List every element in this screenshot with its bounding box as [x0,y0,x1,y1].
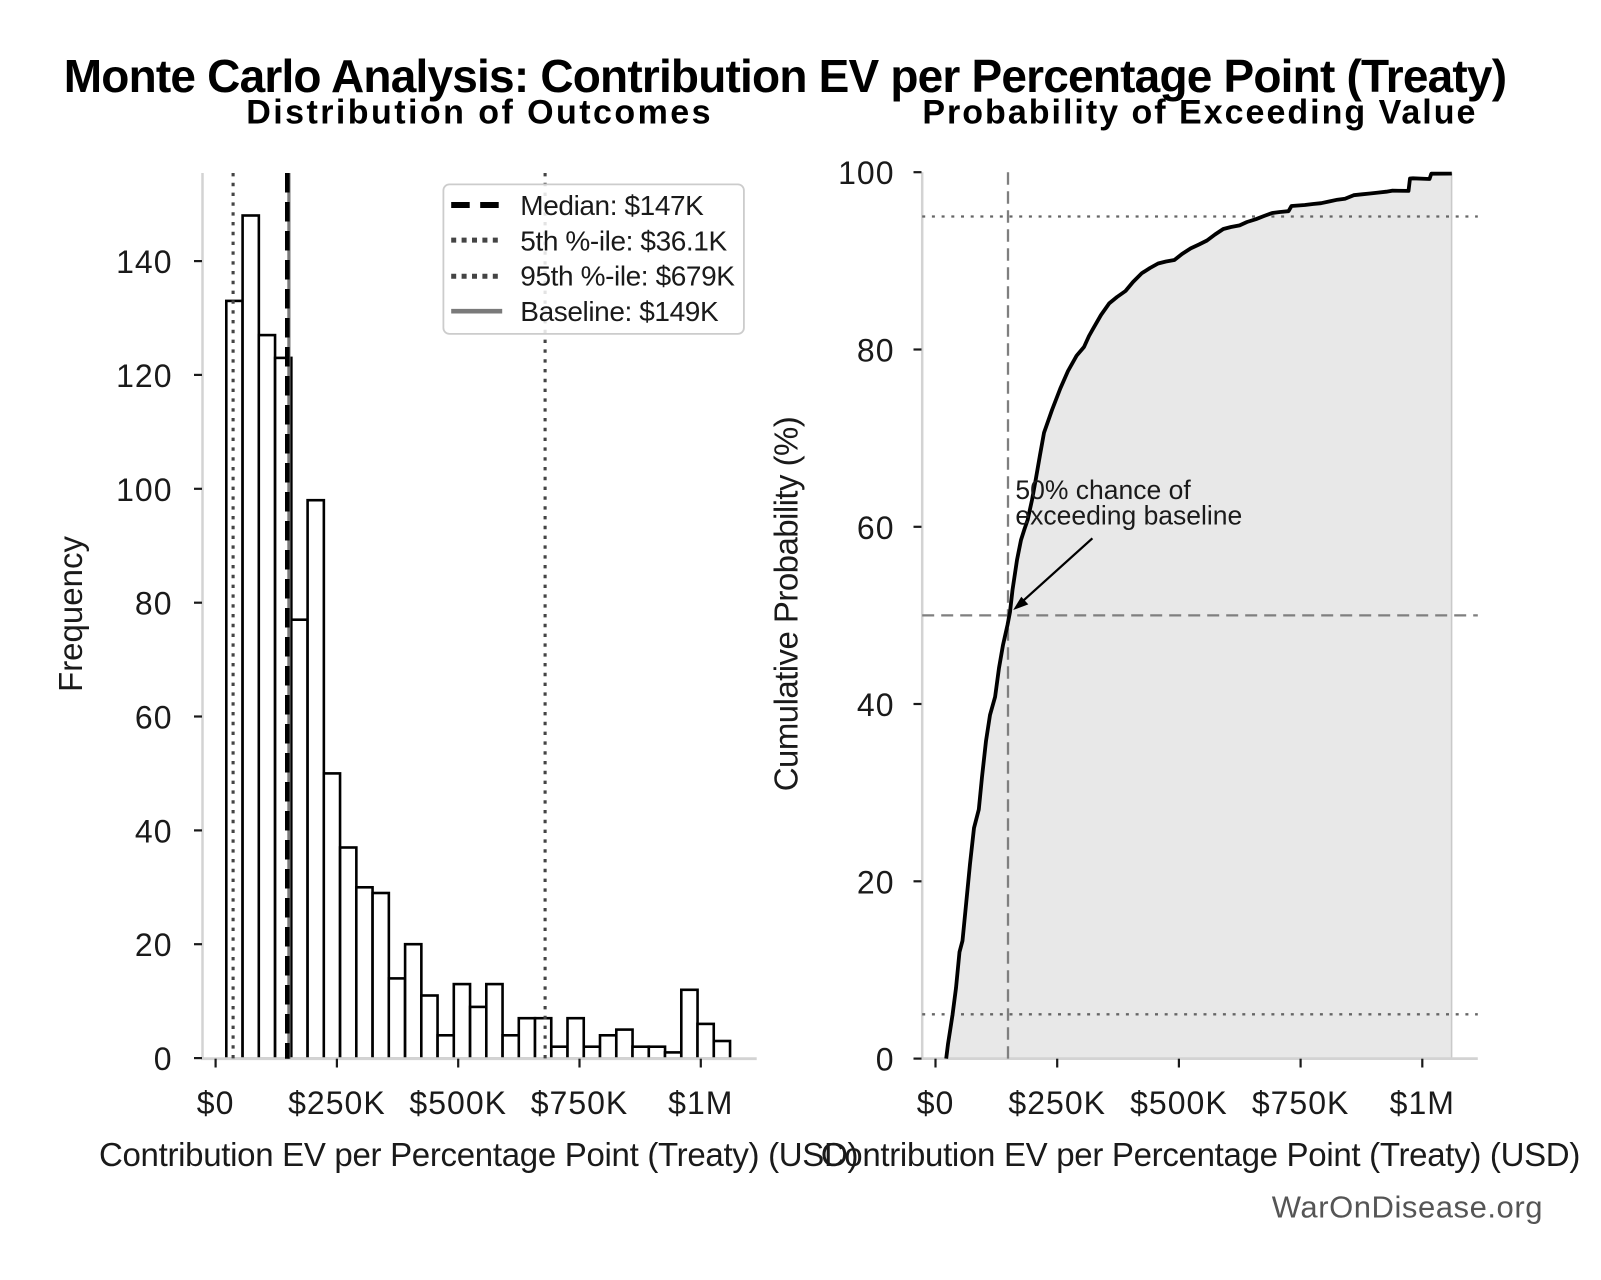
svg-text:40: 40 [857,687,895,723]
svg-text:0: 0 [876,1042,895,1078]
svg-text:120: 120 [116,358,172,394]
svg-text:$500K: $500K [409,1085,507,1121]
svg-text:100: 100 [116,472,172,508]
svg-text:50% chance of: 50% chance of [1015,475,1191,505]
svg-text:exceeding baseline: exceeding baseline [1015,501,1242,531]
svg-text:Probability of Exceeding Value: Probability of Exceeding Value [922,94,1477,132]
svg-text:$500K: $500K [1130,1085,1228,1121]
svg-text:Cumulative Probability (%): Cumulative Probability (%) [768,417,805,792]
svg-text:80: 80 [135,586,173,622]
svg-text:$0: $0 [917,1085,955,1121]
svg-text:$750K: $750K [531,1085,629,1121]
svg-text:Median: $147K: Median: $147K [520,190,704,221]
svg-text:80: 80 [857,333,895,369]
svg-text:$250K: $250K [288,1085,386,1121]
svg-text:$1M: $1M [668,1085,733,1121]
svg-text:40: 40 [135,813,173,849]
svg-text:Distribution of Outcomes: Distribution of Outcomes [246,94,713,132]
svg-text:Contribution EV per Percentage: Contribution EV per Percentage Point (Tr… [99,1136,858,1173]
svg-text:WarOnDisease.org: WarOnDisease.org [1272,1190,1543,1225]
svg-text:5th %-ile: $36.1K: 5th %-ile: $36.1K [520,225,727,256]
svg-text:100: 100 [838,155,894,191]
svg-text:20: 20 [857,864,895,900]
svg-text:95th %-ile: $679K: 95th %-ile: $679K [520,261,735,292]
svg-text:$1M: $1M [1390,1085,1455,1121]
svg-text:60: 60 [857,510,895,546]
svg-text:Frequency: Frequency [52,536,89,692]
svg-text:140: 140 [116,244,172,280]
svg-text:20: 20 [135,927,173,963]
svg-text:Contribution EV per Percentage: Contribution EV per Percentage Point (Tr… [821,1136,1580,1173]
svg-text:60: 60 [135,700,173,736]
svg-text:Monte Carlo Analysis: Contribu: Monte Carlo Analysis: Contribution EV pe… [64,50,1506,102]
svg-text:$750K: $750K [1252,1085,1350,1121]
svg-text:Baseline: $149K: Baseline: $149K [520,296,719,327]
svg-text:$250K: $250K [1008,1085,1106,1121]
svg-text:$0: $0 [197,1085,235,1121]
svg-text:0: 0 [154,1041,173,1077]
